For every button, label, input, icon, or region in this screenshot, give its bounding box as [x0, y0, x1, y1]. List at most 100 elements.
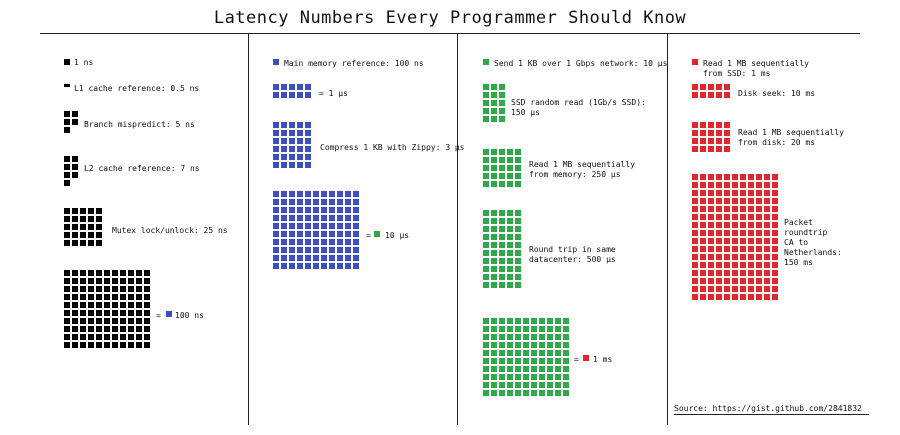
unit-square-1ms	[716, 146, 722, 152]
unit-square-100ns	[337, 239, 343, 245]
unit-square-100ns	[273, 231, 279, 237]
unit-square-10us	[499, 366, 505, 372]
unit-square-100ns	[305, 247, 311, 253]
unit-square-1ms	[700, 92, 706, 98]
unit-square-10us	[515, 258, 521, 264]
unit-square-1ms	[716, 222, 722, 228]
unit-square-1ms	[740, 246, 746, 252]
unit-square	[88, 318, 94, 324]
unit-square	[136, 318, 142, 324]
unit-square-100ns	[297, 191, 303, 197]
unit-square-10us	[531, 334, 537, 340]
unit-square-1ms	[700, 138, 706, 144]
unit-square-100ns	[305, 162, 311, 168]
unit-square-10us	[531, 374, 537, 380]
unit-square-10us	[547, 326, 553, 332]
unit-square-1ms	[740, 214, 746, 220]
unit-square-1ms	[724, 254, 730, 260]
unit-square-1ms	[764, 270, 770, 276]
unit-square-10us	[547, 358, 553, 364]
unit-square	[72, 342, 78, 348]
unit-square	[104, 318, 110, 324]
unit-square-100ns	[313, 191, 319, 197]
unit-square-1ms	[716, 174, 722, 180]
unit-square-10us	[483, 374, 489, 380]
unit-square-100ns	[297, 215, 303, 221]
unit-square-1ms	[724, 278, 730, 284]
unit-square-1ms	[748, 198, 754, 204]
unit-square-100ns	[281, 207, 287, 213]
unit-square-10us	[507, 374, 513, 380]
unit-square-1ms	[724, 270, 730, 276]
unit-square	[96, 278, 102, 284]
unit-square-1ms	[692, 84, 698, 90]
unit-square-1ms	[756, 254, 762, 260]
unit-square-10us	[483, 92, 489, 98]
unit-square-1ms	[772, 286, 778, 292]
column-divider	[667, 33, 668, 425]
label-100ns: 100 ns	[175, 311, 204, 320]
unit-square	[112, 278, 118, 284]
unit-square-100ns	[353, 263, 359, 269]
unit-square	[64, 164, 70, 170]
unit-square-100ns	[337, 263, 343, 269]
unit-square-100ns	[313, 207, 319, 213]
unit-square-10us	[523, 350, 529, 356]
unit-square-1ms	[764, 262, 770, 268]
unit-square-100ns	[281, 146, 287, 152]
unit-square-10us	[491, 181, 497, 187]
unit-square-100ns	[289, 122, 295, 128]
unit-square-100ns	[305, 231, 311, 237]
unit-square	[144, 310, 150, 316]
unit-square	[144, 334, 150, 340]
unit-square	[64, 334, 70, 340]
unit-square-10us	[531, 366, 537, 372]
unit-square-10us	[499, 374, 505, 380]
unit-square-10us	[499, 282, 505, 288]
unit-square-10us	[491, 274, 497, 280]
unit-square	[128, 286, 134, 292]
unit-square-10us	[483, 282, 489, 288]
unit-square-1ms	[692, 254, 698, 260]
unit-square-10us	[515, 342, 521, 348]
unit-square-10us	[515, 234, 521, 240]
unit-square-100ns	[297, 84, 303, 90]
unit-square	[88, 208, 94, 214]
unit-square	[104, 326, 110, 332]
unit-square-10us	[483, 274, 489, 280]
unit-square-10us	[491, 342, 497, 348]
unit-square-10us	[507, 342, 513, 348]
unit-square-1ms	[716, 214, 722, 220]
unit-square-10us	[499, 210, 505, 216]
unit-square-10us	[515, 250, 521, 256]
label-packet-roundtrip: CA to	[784, 238, 809, 247]
unit-square-1ms	[740, 254, 746, 260]
unit-square-10us	[491, 84, 497, 90]
unit-square-100ns	[273, 122, 279, 128]
unit-square	[72, 208, 78, 214]
unit-square-1ms	[724, 206, 730, 212]
label-1ns: 1 ns	[74, 58, 94, 67]
unit-square-10us	[499, 234, 505, 240]
unit-square-1ms	[724, 238, 730, 244]
unit-square	[144, 278, 150, 284]
unit-square-10us	[539, 326, 545, 332]
unit-square	[80, 240, 86, 246]
unit-square-10us	[555, 342, 561, 348]
unit-square-1ms	[700, 130, 706, 136]
unit-square-1ms	[700, 262, 706, 268]
unit-square-100ns	[305, 122, 311, 128]
source-link[interactable]: Source: https://gist.github.com/2841832	[674, 404, 862, 413]
unit-square-100ns	[273, 215, 279, 221]
unit-square-1ms	[748, 286, 754, 292]
unit-square	[64, 286, 70, 292]
unit-square-1ms	[700, 198, 706, 204]
unit-square-10us	[499, 334, 505, 340]
unit-square-1ms	[740, 174, 746, 180]
unit-square	[120, 326, 126, 332]
unit-square-100ns	[305, 255, 311, 261]
unit-square-100ns	[273, 263, 279, 269]
unit-square-1ms	[716, 84, 722, 90]
unit-square	[64, 216, 70, 222]
unit-square-1ms	[764, 246, 770, 252]
